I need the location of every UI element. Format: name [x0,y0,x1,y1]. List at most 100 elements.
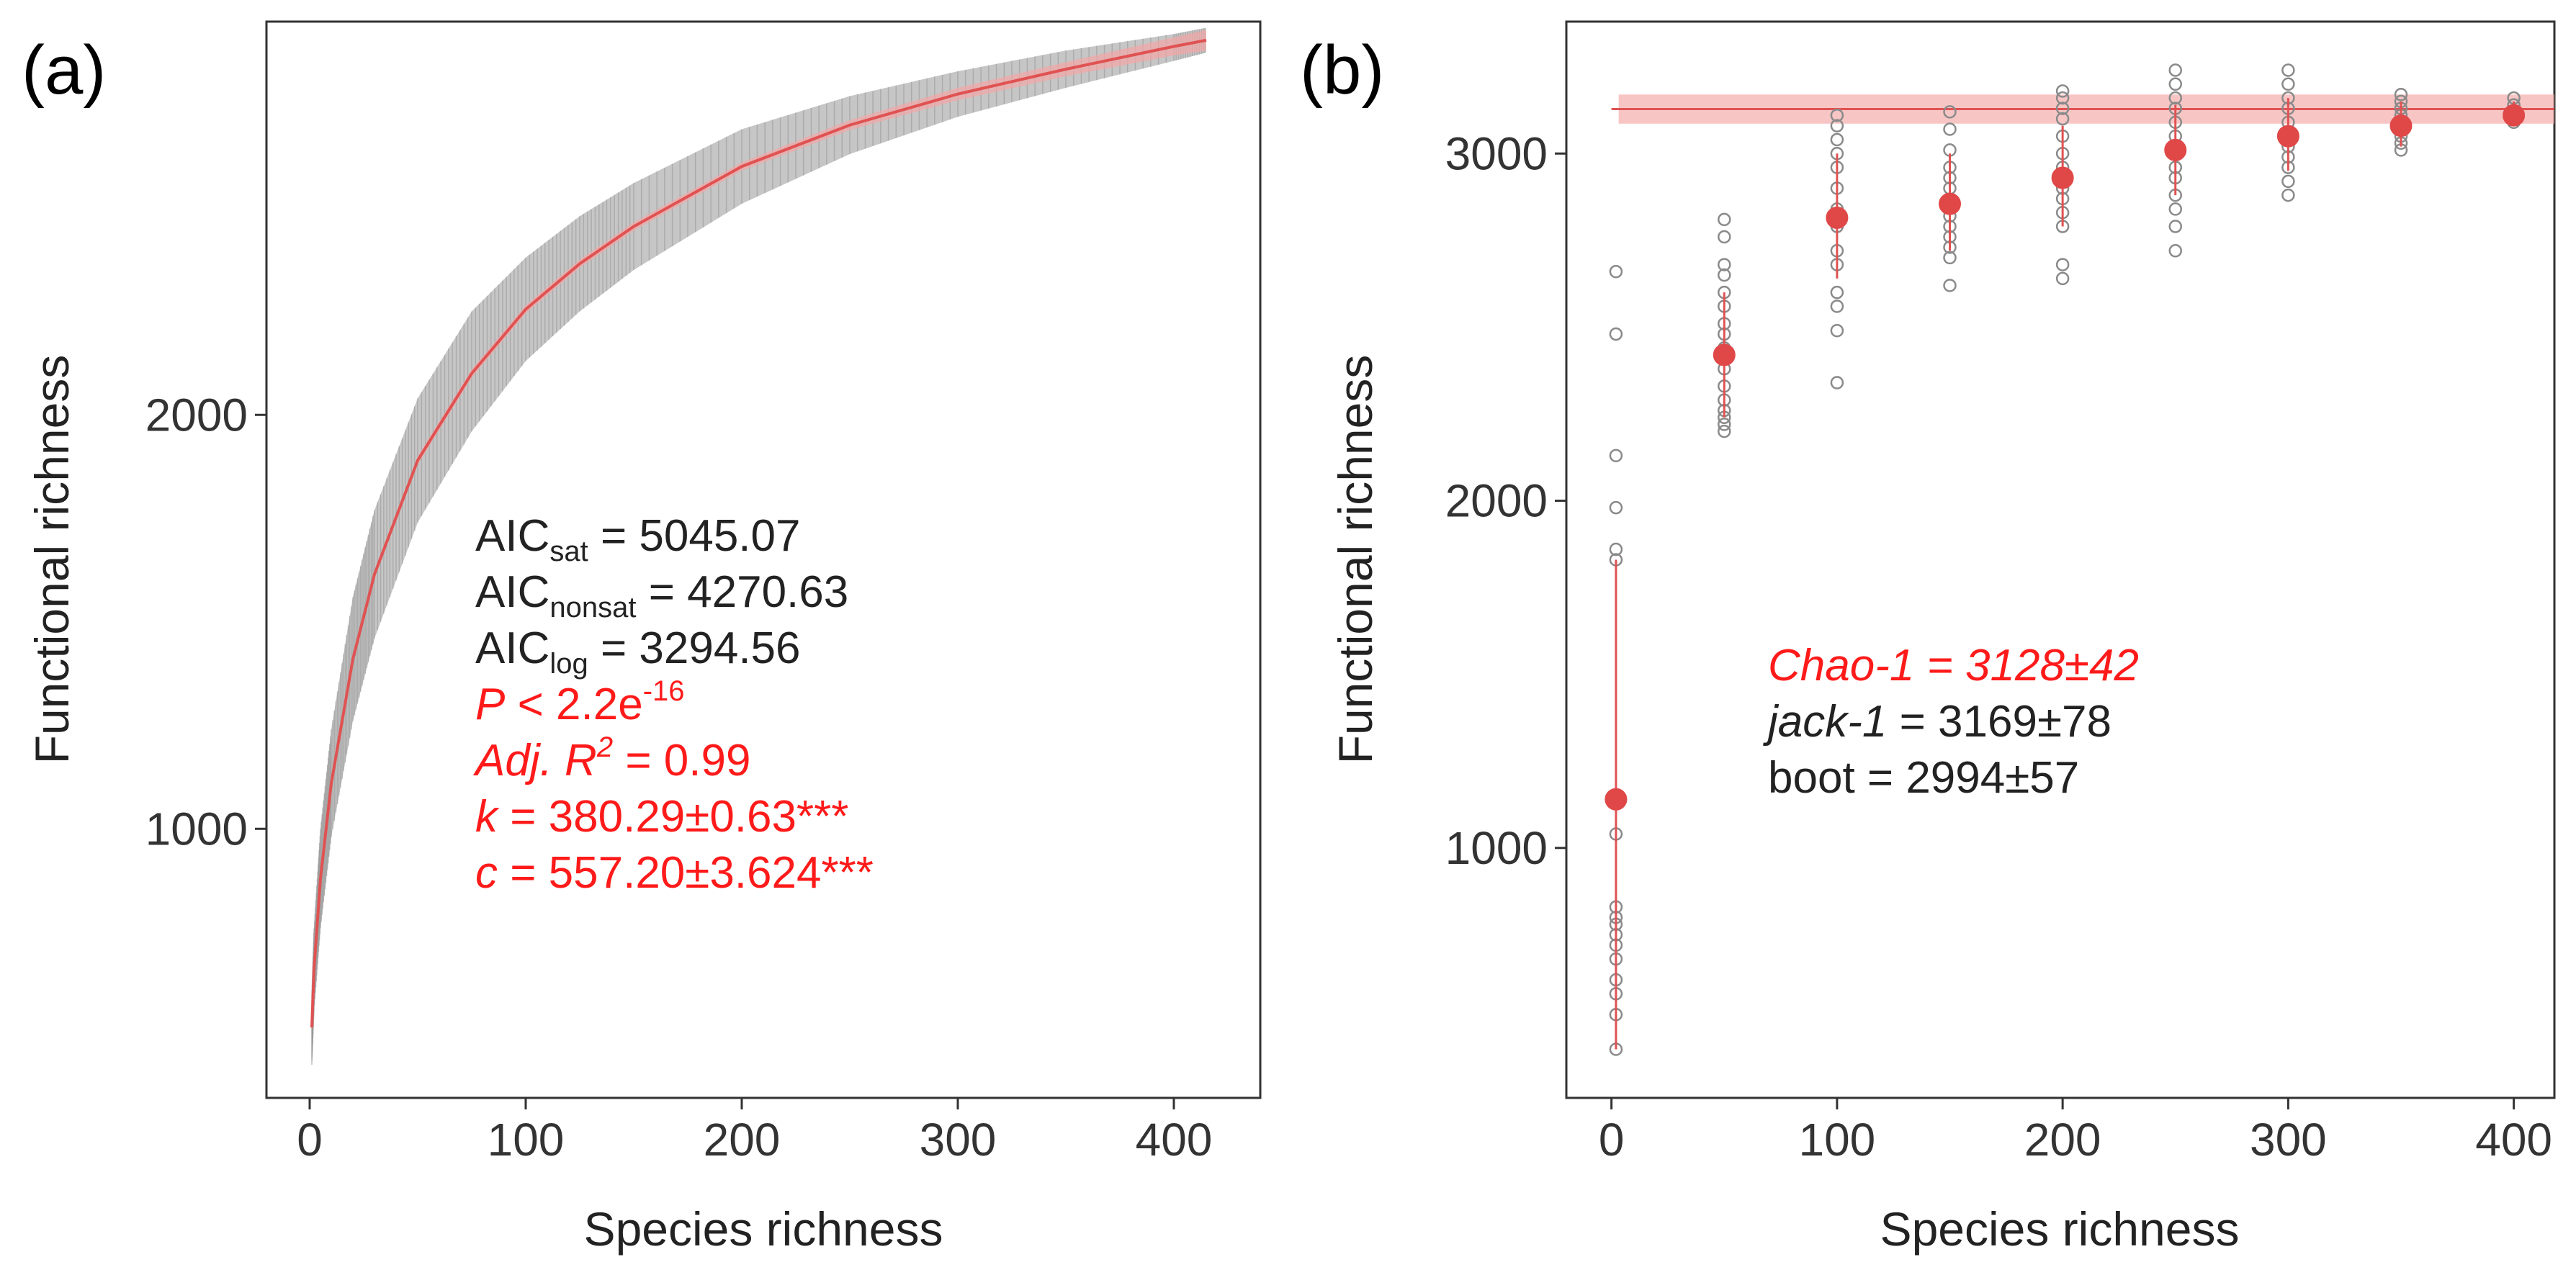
annotation-subscript: log [549,648,588,680]
annotation-rest: = 2994±57 [1855,753,2080,803]
mean-point [1826,206,1849,229]
annotation-plain: boot [1768,753,1855,803]
panel-b-means [1605,98,2526,1050]
panel-a-x-ticks: 0 100 200 300 400 [297,1098,1212,1166]
x-tick-label: 0 [1599,1114,1625,1166]
annotation-rest: = 3128±42 [1914,641,2139,690]
replicate-point [1830,376,1844,389]
replicate-point [1609,264,1623,279]
panel-b-x-axis-title: Species richness [1880,1202,2240,1256]
replicate-point [1943,122,1957,136]
replicate-point [1718,258,1731,271]
panel-a-y-ticks: 1000 2000 [145,389,266,855]
replicate-point [2055,91,2070,105]
annotation-line: AICsat = 5045.07 [475,511,801,567]
panel-b-x-ticks: 0 100 200 300 400 [1599,1098,2552,1166]
replicate-point [1830,119,1844,132]
replicate-point [1609,449,1623,463]
replicate-point [2168,63,2183,77]
replicate-point [1609,327,1623,341]
y-tick-label: 2000 [145,389,248,441]
annotation-rest: = 380.29±0.63*** [498,792,848,842]
mean-point [2389,114,2413,138]
annotation-subscript: sat [549,536,588,567]
replicate-point [2168,91,2183,105]
x-tick-label: 400 [2475,1114,2552,1166]
mean-point [1605,788,1628,811]
annotation-line: jack-1 = 3169±78 [1763,697,2111,747]
mean-point [2164,138,2187,161]
annotation-line: k = 380.29±0.63*** [475,792,848,842]
replicate-point [2055,258,2070,271]
replicate-point [1718,268,1731,282]
annotation-italic: jack-1 [1763,697,1887,747]
annotation-rest: = 3169±78 [1887,697,2111,747]
x-tick-label: 100 [1798,1114,1875,1166]
x-tick-label: 200 [704,1114,781,1166]
annotation-rest: = 5045.07 [588,511,801,561]
replicate-point [2055,84,2070,98]
annotation-rest: = 4270.63 [636,567,848,617]
replicate-point [1830,323,1844,338]
annotation-rest: = 0.99 [613,736,750,785]
annotation-line: boot = 2994±57 [1768,753,2079,803]
annotation-line: c = 557.20±3.624*** [475,848,874,898]
annotation-line: P < 2.2e-16 [475,675,685,729]
panel-a: (a) 0 100 200 300 400 1000 2000 Species richn… [22,20,1262,1256]
panel-a-fit [310,30,1207,1032]
mean-point [2503,104,2526,127]
panel-b-y-ticks: 1000 2000 3000 [1445,127,1566,874]
replicate-point [2394,88,2408,102]
annotation-superscript: 2 [596,731,613,763]
annotation-superscript: -16 [643,675,685,707]
replicate-point [2168,244,2183,258]
fit-line [310,38,1207,1028]
annotation-line: Adj. R2 = 0.99 [472,731,750,785]
annotation-base: AIC [475,623,549,673]
replicate-point [2168,202,2183,216]
replicate-point [1830,299,1844,313]
mean-point [1713,343,1736,366]
y-tick-label: 1000 [145,803,248,855]
grey-band-area [312,27,1206,1065]
annotation-italic: k [475,792,500,842]
replicate-point [2168,220,2183,233]
annotation-base: AIC [475,567,549,617]
replicate-point [2055,271,2070,286]
annotation-line: Chao-1 = 3128±42 [1768,641,2139,690]
replicate-point [1943,251,1957,265]
panel-b: (b) 0 100 200 300 400 1000 2000 3000 Species r… [1300,20,2556,1256]
mean-point [2051,166,2074,189]
x-tick-label: 300 [920,1114,997,1166]
annotation-rest: = 3294.56 [588,623,801,673]
annotation-base: AIC [475,511,549,561]
x-tick-label: 0 [297,1114,323,1166]
x-tick-label: 200 [2024,1114,2101,1166]
annotation-italic: Chao-1 [1768,641,1914,690]
y-tick-label: 2000 [1445,475,1548,527]
annotation-italic: Adj. R [472,736,597,785]
replicate-point [1830,132,1844,147]
annotation-rest: < 2.2e [505,680,642,729]
replicate-point [1718,418,1731,431]
replicate-point [2281,63,2295,77]
annotation-line: AICnonsat = 4270.63 [475,567,848,623]
panel-a-x-axis-title: Species richness [584,1202,943,1256]
replicate-point [1830,108,1844,122]
annotation-line: AIClog = 3294.56 [475,623,801,680]
panel-b-reference [1611,94,2554,124]
replicate-point [2281,188,2295,202]
mean-point [2276,125,2299,148]
mean-point [1939,192,1962,215]
replicate-point [1943,105,1957,119]
replicate-point [1609,500,1623,515]
replicate-point [2281,174,2295,189]
x-tick-label: 100 [488,1114,565,1166]
x-tick-label: 300 [2250,1114,2327,1166]
panel-b-frame [1565,20,2556,1099]
replicate-point [1718,424,1731,438]
replicate-point [1943,279,1957,292]
